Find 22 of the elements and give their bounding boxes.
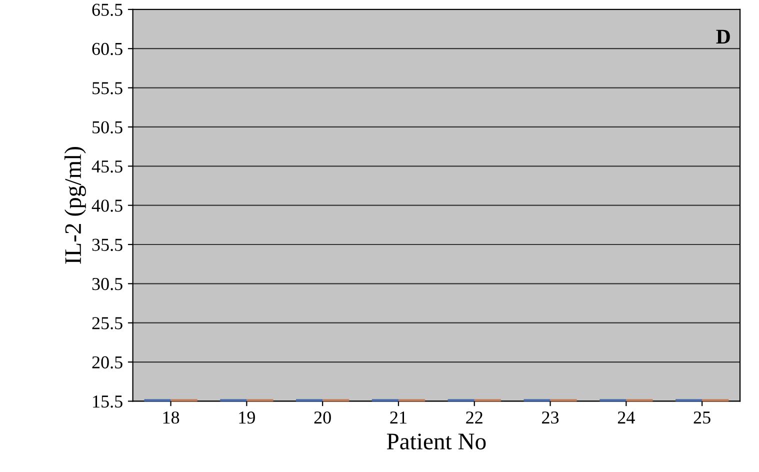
y-tick-label: 40.5 <box>92 200 122 212</box>
y-tick-label: 35.5 <box>92 238 122 252</box>
y-tick-label: 60.5 <box>92 42 122 56</box>
y-tick-label: 15.5 <box>93 396 122 408</box>
x-tick-label: 22 <box>466 411 482 424</box>
annotation: D <box>716 30 730 44</box>
x-axis-title: Patient No <box>386 434 486 450</box>
y-tick-label: 50.5 <box>92 121 122 134</box>
x-tick-label: 24 <box>618 411 635 424</box>
y-tick-label: 30.5 <box>92 278 122 290</box>
y-tick-label: 20.5 <box>92 356 122 369</box>
y-axis-title: IL-2 (pg/ml) <box>64 147 86 264</box>
x-tick-label: 25 <box>694 411 710 424</box>
x-tick-label: 20 <box>314 411 331 424</box>
y-tick-label: 55.5 <box>92 82 122 94</box>
y-tick-label: 65.5 <box>92 4 122 16</box>
x-tick-label: 19 <box>239 411 255 424</box>
x-tick-label: 21 <box>390 411 406 424</box>
x-tick-label: 18 <box>163 411 180 424</box>
y-tick-label: 25.5 <box>92 317 122 330</box>
y-tick-label: 45.5 <box>92 160 122 173</box>
x-tick-label: 23 <box>542 411 559 424</box>
